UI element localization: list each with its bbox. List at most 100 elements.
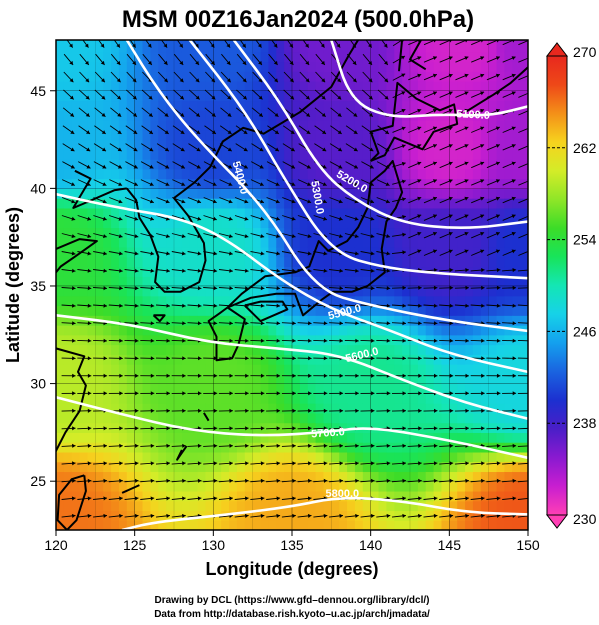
contour-line — [232, 40, 528, 229]
field-cell — [150, 393, 159, 404]
wind-vector — [250, 338, 265, 343]
field-cell — [181, 198, 191, 209]
field-cell — [362, 129, 372, 141]
field-cell — [229, 393, 238, 404]
wind-vector — [250, 179, 264, 186]
field-cell — [496, 403, 505, 414]
field-cell — [417, 71, 427, 82]
field-cell — [103, 403, 112, 414]
coastline — [207, 306, 246, 362]
field-cell — [331, 217, 340, 229]
field-cell — [181, 403, 191, 414]
field-cell — [118, 295, 128, 307]
field-cell — [221, 334, 230, 346]
field-cell — [307, 81, 317, 92]
field-cell — [268, 325, 277, 336]
field-cell — [347, 227, 356, 238]
wind-vector — [423, 161, 438, 169]
field-cell — [402, 90, 411, 102]
field-cell — [63, 383, 73, 394]
field-cell — [394, 149, 403, 160]
wind-vector — [203, 373, 218, 378]
field-cell — [362, 432, 372, 443]
wind-vector — [79, 71, 90, 83]
field-cell — [213, 217, 222, 229]
field-cell — [181, 461, 191, 473]
field-cell — [197, 442, 207, 453]
field-cell — [189, 227, 199, 238]
field-cell — [260, 61, 269, 72]
field-cell — [276, 276, 285, 287]
field-cell — [331, 129, 340, 141]
field-cell — [331, 403, 340, 414]
wind-vector — [423, 285, 438, 290]
field-cell — [174, 383, 183, 394]
field-cell — [315, 100, 325, 111]
field-cell — [166, 520, 175, 530]
field-cell — [315, 198, 325, 209]
wind-vector — [470, 478, 485, 483]
x-tick-label: 145 — [438, 537, 462, 553]
field-cell — [472, 344, 482, 355]
field-cell — [126, 90, 136, 102]
wind-vector — [160, 40, 168, 48]
field-cell — [417, 237, 427, 248]
field-cell — [378, 51, 387, 63]
field-cell — [496, 295, 505, 307]
wind-vector — [251, 89, 263, 100]
field-cell — [488, 412, 498, 424]
field-cell — [449, 295, 458, 307]
field-cell — [276, 40, 285, 43]
field-cell — [260, 442, 269, 453]
field-cell — [457, 207, 466, 219]
wind-vector — [283, 71, 295, 83]
field-cell — [496, 61, 505, 72]
field-cell — [480, 51, 490, 63]
field-cell — [386, 354, 395, 365]
field-cell — [488, 481, 498, 492]
wind-vector — [218, 426, 233, 431]
field-cell — [166, 51, 175, 63]
field-cell — [410, 461, 419, 473]
field-cell — [158, 500, 167, 512]
wind-vector — [297, 286, 312, 291]
field-cell — [221, 149, 230, 160]
field-cell — [221, 451, 230, 463]
field-cell — [150, 373, 159, 385]
wind-vector — [408, 196, 422, 204]
field-cell — [378, 61, 387, 72]
wind-vector — [234, 286, 249, 291]
wind-vector — [234, 356, 249, 361]
wind-vector — [454, 338, 469, 343]
field-cell — [362, 227, 372, 238]
field-cell — [276, 71, 285, 82]
field-cell — [268, 403, 277, 414]
field-cell — [142, 412, 151, 424]
field-cell — [236, 139, 246, 150]
field-cell — [417, 422, 427, 433]
field-cell — [386, 451, 395, 463]
wind-vector — [108, 233, 123, 239]
field-cell — [480, 344, 490, 355]
field-cell — [315, 393, 325, 404]
field-cell — [504, 451, 513, 463]
field-cell — [71, 159, 81, 170]
field-cell — [126, 412, 136, 424]
field-cell — [465, 422, 474, 433]
field-cell — [158, 461, 167, 473]
field-cell — [512, 227, 521, 238]
wind-vector — [173, 53, 184, 66]
wind-vector — [377, 89, 389, 100]
wind-vector — [439, 56, 453, 63]
field-cell — [276, 461, 285, 473]
field-cell — [465, 383, 474, 394]
wind-vector — [109, 125, 122, 135]
field-cell — [504, 188, 513, 199]
field-cell — [449, 432, 458, 443]
field-cell — [323, 61, 332, 72]
field-cell — [111, 354, 120, 365]
field-cell — [520, 334, 528, 346]
field-cell — [71, 168, 81, 180]
field-cell — [386, 305, 395, 316]
field-cell — [378, 490, 387, 502]
